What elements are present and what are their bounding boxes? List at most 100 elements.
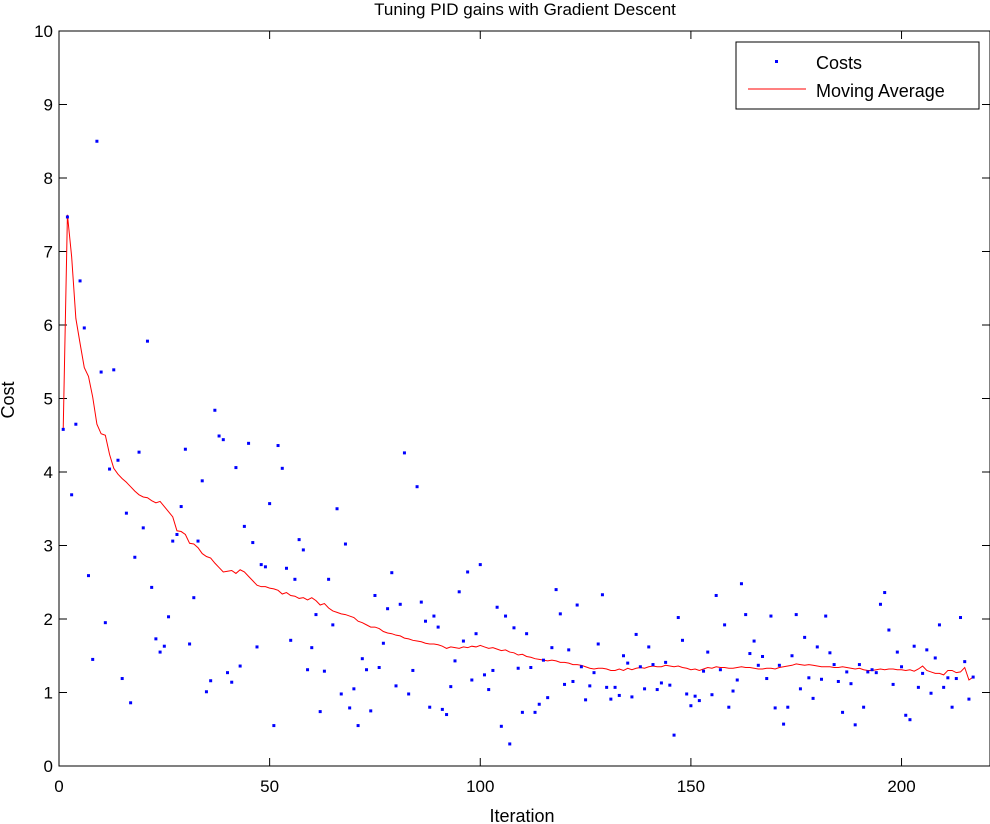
chart-title: Tuning PID gains with Gradient Descent: [374, 0, 676, 19]
y-tick-label-9: 9: [44, 96, 53, 115]
cost-point-21: [145, 339, 149, 343]
cost-point-96: [461, 639, 465, 643]
cost-point-170: [773, 706, 777, 710]
cost-point-113: [533, 710, 537, 714]
cost-point-56: [293, 577, 297, 581]
cost-point-125: [584, 698, 588, 702]
cost-point-88: [428, 705, 432, 709]
y-tick-label-5: 5: [44, 390, 53, 409]
cost-point-30: [183, 447, 187, 451]
cost-point-138: [638, 665, 642, 669]
cost-point-208: [933, 656, 937, 660]
cost-point-116: [546, 696, 550, 700]
cost-point-129: [600, 593, 604, 597]
cost-point-67: [339, 692, 343, 696]
cost-point-137: [634, 632, 638, 636]
cost-point-29: [179, 505, 183, 509]
cost-point-20: [141, 526, 145, 530]
y-tick-label-1: 1: [44, 684, 53, 703]
cost-point-165: [752, 639, 756, 643]
cost-point-98: [470, 678, 474, 682]
cost-point-178: [807, 676, 811, 680]
cost-point-71: [356, 724, 360, 728]
cost-point-102: [487, 688, 491, 692]
cost-point-68: [343, 542, 347, 546]
cost-point-13: [112, 368, 116, 372]
cost-point-9: [95, 139, 99, 143]
cost-point-108: [512, 626, 516, 630]
cost-point-12: [108, 467, 112, 471]
y-tick-label-7: 7: [44, 243, 53, 262]
cost-point-214: [959, 616, 963, 620]
cost-point-197: [887, 628, 891, 632]
cost-point-89: [432, 614, 436, 618]
cost-point-40: [226, 671, 230, 675]
cost-point-37: [213, 408, 217, 412]
cost-point-45: [247, 441, 251, 445]
y-tick-label-6: 6: [44, 316, 53, 335]
cost-point-173: [786, 705, 790, 709]
cost-point-179: [811, 696, 815, 700]
cost-point-31: [188, 642, 192, 646]
cost-point-16: [124, 511, 128, 515]
y-tick-label-8: 8: [44, 169, 53, 188]
cost-point-141: [651, 663, 655, 667]
cost-point-79: [390, 571, 394, 575]
cost-point-114: [537, 702, 541, 706]
cost-point-168: [765, 677, 769, 681]
x-tick-label-100: 100: [466, 777, 494, 796]
legend-costs-marker: [775, 60, 778, 63]
x-axis-label: Iteration: [489, 806, 554, 824]
y-tick-label-10: 10: [34, 22, 53, 41]
cost-point-200: [900, 665, 904, 669]
cost-point-14: [116, 458, 120, 462]
cost-point-174: [790, 654, 794, 658]
cost-point-92: [445, 713, 449, 717]
series-layer: [61, 139, 975, 746]
cost-point-135: [626, 661, 630, 665]
cost-point-166: [756, 663, 760, 667]
cost-point-136: [630, 695, 634, 699]
cost-point-195: [878, 602, 882, 606]
cost-point-167: [761, 654, 765, 658]
cost-point-62: [318, 710, 322, 714]
cost-point-182: [824, 614, 828, 618]
cost-point-24: [158, 650, 162, 654]
cost-point-15: [120, 677, 124, 681]
cost-point-2: [65, 215, 69, 219]
cost-point-177: [803, 635, 807, 639]
cost-point-148: [680, 638, 684, 642]
cost-point-153: [702, 669, 706, 673]
cost-point-213: [954, 677, 958, 681]
cost-point-126: [588, 684, 592, 688]
cost-point-36: [209, 679, 213, 683]
cost-point-27: [171, 539, 175, 543]
cost-point-74: [369, 709, 373, 713]
cost-point-72: [360, 657, 364, 661]
cost-point-69: [348, 706, 352, 710]
cost-point-201: [904, 713, 908, 717]
cost-point-207: [929, 691, 933, 695]
cost-point-55: [289, 638, 293, 642]
cost-point-160: [731, 689, 735, 693]
plot-area: [58, 30, 990, 767]
cost-point-118: [554, 588, 558, 592]
cost-point-163: [744, 613, 748, 617]
moving-average-line: [62, 214, 974, 681]
cost-point-122: [571, 679, 575, 683]
cost-point-123: [575, 603, 579, 607]
cost-point-47: [255, 645, 259, 649]
cost-point-105: [499, 724, 503, 728]
cost-point-93: [449, 685, 453, 689]
cost-point-49: [263, 565, 267, 569]
cost-point-172: [782, 722, 786, 726]
cost-point-7: [86, 574, 90, 578]
legend-box: [735, 41, 980, 110]
cost-point-52: [276, 444, 280, 448]
cost-point-217: [971, 675, 975, 679]
cost-point-169: [769, 614, 773, 618]
cost-point-75: [373, 593, 377, 597]
cost-point-124: [579, 665, 583, 669]
cost-point-34: [200, 479, 204, 483]
